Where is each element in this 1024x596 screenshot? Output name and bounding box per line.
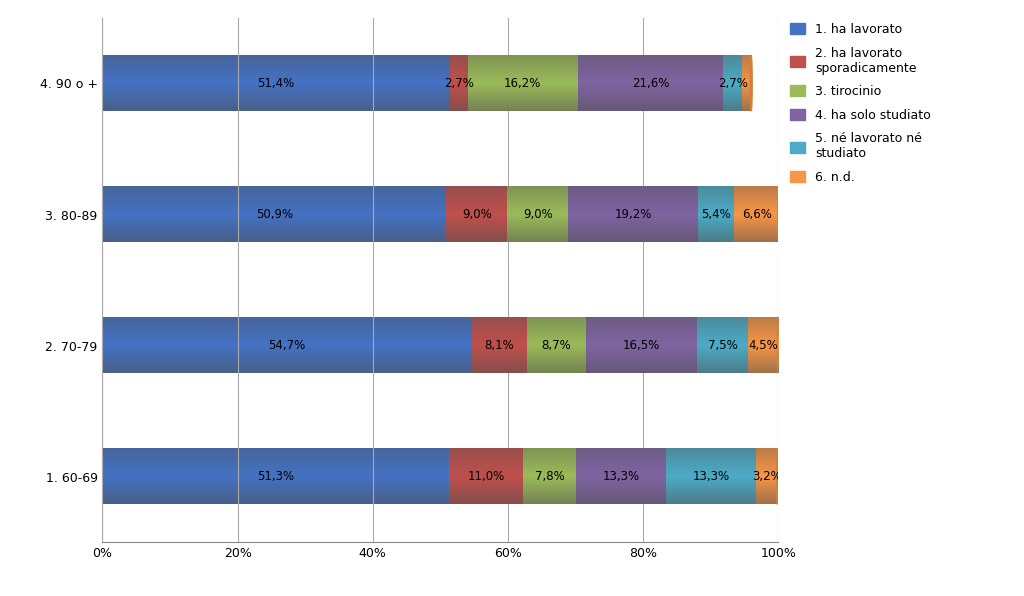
- Text: 5,4%: 5,4%: [701, 208, 731, 221]
- Text: 50,9%: 50,9%: [256, 208, 293, 221]
- Text: 11,0%: 11,0%: [468, 470, 505, 483]
- Ellipse shape: [778, 187, 780, 242]
- Ellipse shape: [776, 449, 778, 504]
- Text: 4,5%: 4,5%: [749, 339, 778, 352]
- Text: 3,2%: 3,2%: [752, 470, 781, 483]
- Text: 54,7%: 54,7%: [268, 339, 306, 352]
- Text: 21,6%: 21,6%: [632, 77, 670, 90]
- Text: 16,2%: 16,2%: [504, 77, 542, 90]
- Text: 16,5%: 16,5%: [623, 339, 660, 352]
- Text: 9,0%: 9,0%: [523, 208, 553, 221]
- Text: 51,3%: 51,3%: [257, 470, 294, 483]
- Text: 13,3%: 13,3%: [602, 470, 640, 483]
- Legend: 1. ha lavorato, 2. ha lavorato
sporadicamente, 3. tirocinio, 4. ha solo studiato: 1. ha lavorato, 2. ha lavorato sporadica…: [785, 18, 936, 189]
- Text: 9,0%: 9,0%: [462, 208, 492, 221]
- Text: 8,1%: 8,1%: [484, 339, 514, 352]
- Text: 2,7%: 2,7%: [444, 77, 474, 90]
- Ellipse shape: [751, 56, 753, 111]
- Ellipse shape: [777, 318, 779, 373]
- Text: 13,3%: 13,3%: [692, 470, 729, 483]
- Text: 19,2%: 19,2%: [614, 208, 651, 221]
- Text: 2,7%: 2,7%: [718, 77, 748, 90]
- Text: 7,8%: 7,8%: [535, 470, 564, 483]
- Text: 7,5%: 7,5%: [708, 339, 737, 352]
- Text: 51,4%: 51,4%: [257, 77, 295, 90]
- Text: 8,7%: 8,7%: [542, 339, 571, 352]
- Text: 6,6%: 6,6%: [741, 208, 771, 221]
